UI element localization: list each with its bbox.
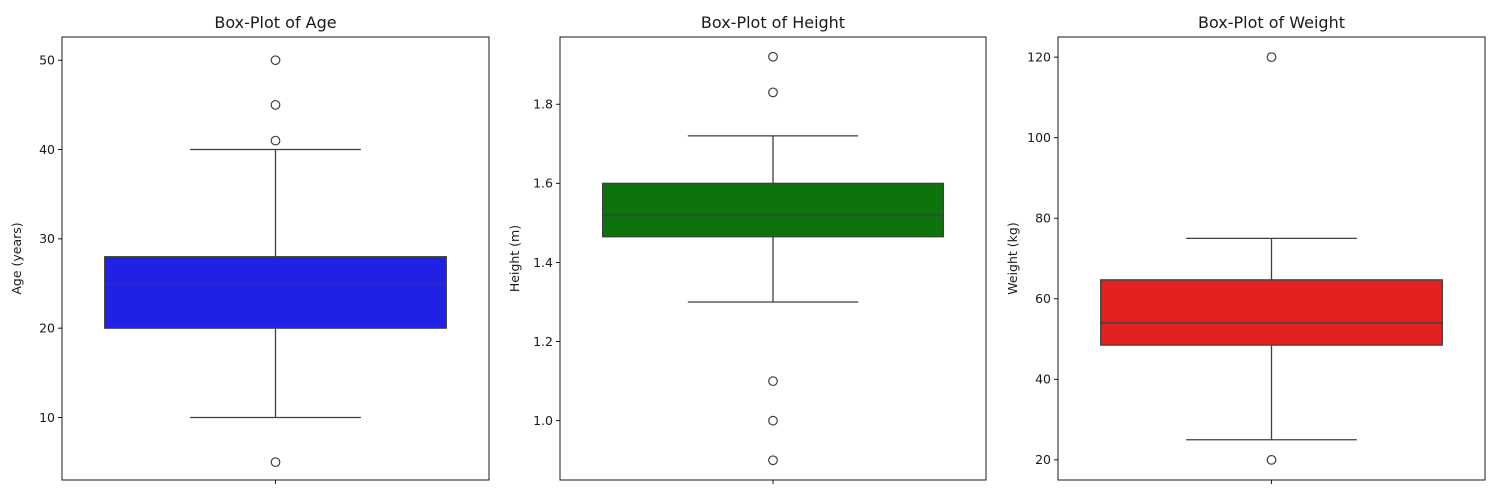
height-y-tick-label: 1.4 (533, 255, 553, 270)
age-box-marks (104, 55, 447, 468)
weight-boxplot-panel: Box-Plot of Weight Weight (kg) 20 40 60 80 1… (1005, 13, 1486, 484)
height-outlier-point (768, 51, 778, 62)
weight-y-ticks: 20 40 60 80 100 120 (1027, 49, 1058, 467)
age-y-ticks: 10 20 30 40 50 (39, 53, 62, 425)
age-iqr-box (104, 256, 447, 329)
weight-outlier-point (1266, 454, 1277, 465)
age-outlier-point (270, 99, 281, 110)
height-y-ticks: 1.0 1.2 1.4 1.6 1.8 (533, 97, 560, 428)
age-y-tick-label: 30 (39, 231, 55, 246)
weight-y-tick-label: 60 (1035, 291, 1051, 306)
height-box-marks (601, 51, 945, 466)
weight-box-marks (1100, 52, 1443, 465)
weight-y-tick-label: 80 (1035, 211, 1051, 226)
weight-iqr-box (1100, 279, 1443, 346)
height-y-axis-label: Height (m) (507, 225, 522, 292)
age-y-axis-label: Age (years) (9, 222, 24, 294)
height-y-tick-label: 1.2 (533, 334, 553, 349)
height-y-tick-label: 1.8 (533, 97, 553, 112)
height-outlier-point (768, 87, 778, 98)
weight-y-tick-label: 40 (1035, 372, 1051, 387)
height-boxplot-panel: Box-Plot of Height Height (m) 1.01.21.41… (507, 13, 987, 484)
height-outlier-point (768, 376, 778, 387)
age-y-tick-label: 50 (39, 53, 55, 68)
height-iqr-box (601, 182, 945, 238)
weight-y-tick-label: 20 (1035, 452, 1051, 467)
height-y-tick-label: 1.6 (533, 176, 553, 191)
weight-chart-title: Box-Plot of Weight (1198, 13, 1345, 32)
age-y-tick-label: 20 (39, 320, 55, 335)
weight-y-tick-label: 120 (1027, 49, 1051, 64)
weight-outlier-point (1266, 52, 1277, 63)
age-outlier-point (270, 135, 281, 146)
age-chart-title: Box-Plot of Age (214, 13, 336, 32)
weight-y-tick-label: 100 (1027, 130, 1051, 145)
weight-y-axis-label: Weight (kg) (1005, 222, 1020, 294)
height-outlier-point (768, 455, 778, 466)
age-boxplot-panel: Box-Plot of Age Age (years) 10 20 30 40 50 (9, 13, 490, 484)
age-y-tick-label: 40 (39, 142, 55, 157)
height-outlier-point (768, 415, 778, 426)
age-outlier-point (270, 457, 281, 468)
height-chart-title: Box-Plot of Height (701, 13, 845, 32)
age-y-tick-label: 10 (39, 410, 55, 425)
height-y-tick-label: 1.0 (533, 413, 553, 428)
age-outlier-point (270, 55, 281, 66)
